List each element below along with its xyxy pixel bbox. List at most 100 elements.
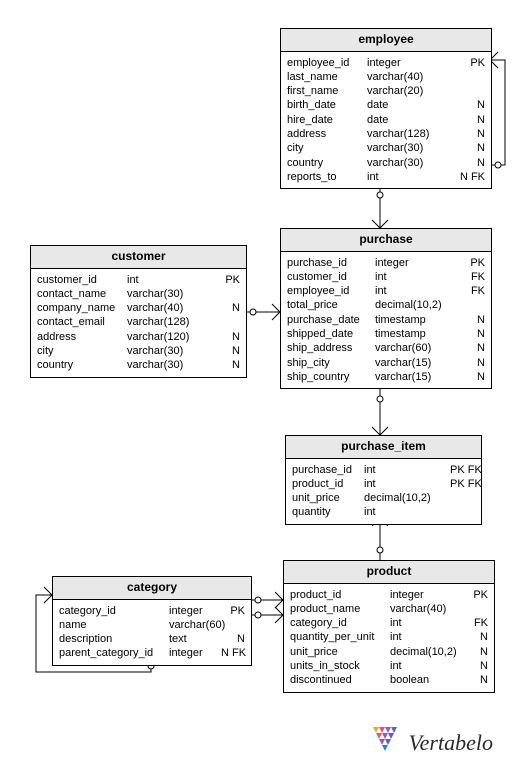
field-flags: N: [471, 356, 485, 370]
field-flags: N: [471, 127, 485, 141]
field-row: contact_emailvarchar(128): [37, 315, 240, 329]
field-type: decimal(10,2): [390, 645, 462, 659]
field-name: shipped_date: [287, 327, 375, 341]
field-flags: N: [474, 630, 488, 644]
field-type: int: [390, 616, 462, 630]
field-row: quantity_per_unitintN: [290, 630, 488, 644]
field-type: varchar(40): [127, 301, 209, 315]
field-row: shipped_datetimestampN: [287, 327, 485, 341]
field-type: integer: [169, 646, 215, 660]
field-name: discontinued: [290, 673, 390, 687]
field-type: integer: [367, 56, 445, 70]
field-row: addressvarchar(128)N: [287, 127, 485, 141]
field-name: product_id: [290, 588, 390, 602]
entity-header: product: [284, 561, 494, 584]
field-type: varchar(15): [375, 370, 453, 384]
field-type: boolean: [390, 673, 462, 687]
field-type: timestamp: [375, 327, 453, 341]
field-name: company_name: [37, 301, 127, 315]
field-type: decimal(10,2): [375, 298, 453, 312]
entity-purchase: purchasepurchase_idintegerPKcustomer_idi…: [280, 228, 492, 389]
vertabelo-logo-icon: [367, 727, 403, 759]
field-flags: N: [474, 659, 488, 673]
field-row: purchase_idintegerPK: [287, 256, 485, 270]
entity-employee: employeeemployee_idintegerPKlast_namevar…: [280, 28, 492, 189]
field-flags: PK: [464, 256, 485, 270]
field-name: hire_date: [287, 113, 367, 127]
field-row: product_idintPK FK: [292, 477, 475, 491]
field-type: integer: [169, 604, 215, 618]
field-flags: FK: [468, 616, 488, 630]
entity-customer: customercustomer_idintPKcontact_namevarc…: [30, 245, 247, 378]
field-name: first_name: [287, 84, 367, 98]
field-row: employee_idintFK: [287, 284, 485, 298]
field-row: total_pricedecimal(10,2): [287, 298, 485, 312]
field-type: integer: [375, 256, 453, 270]
field-type: int: [127, 273, 209, 287]
field-type: varchar(30): [367, 156, 445, 170]
field-flags: N: [231, 632, 245, 646]
field-flags: [239, 618, 245, 632]
field-row: contact_namevarchar(30): [37, 287, 240, 301]
field-flags: [234, 315, 240, 329]
field-name: purchase_date: [287, 313, 375, 327]
vertabelo-logo: Vertabelo: [367, 727, 493, 759]
field-type: varchar(60): [169, 618, 215, 632]
field-name: description: [59, 632, 169, 646]
entity-body: product_idintegerPKproduct_namevarchar(4…: [284, 584, 494, 692]
field-row: birth_datedateN: [287, 98, 485, 112]
field-type: integer: [390, 588, 462, 602]
field-flags: [482, 602, 488, 616]
field-type: varchar(128): [127, 315, 209, 329]
field-flags: N: [471, 156, 485, 170]
field-flags: N: [226, 330, 240, 344]
field-name: total_price: [287, 298, 375, 312]
field-row: descriptiontextN: [59, 632, 245, 646]
field-name: last_name: [287, 70, 367, 84]
field-name: city: [287, 141, 367, 155]
entity-header: category: [53, 577, 251, 600]
connector-employee-self: [490, 60, 505, 165]
field-row: discontinuedbooleanN: [290, 673, 488, 687]
entity-body: customer_idintPKcontact_namevarchar(30)c…: [31, 269, 246, 377]
entity-body: category_idintegerPKnamevarchar(60)descr…: [53, 600, 251, 665]
field-type: int: [364, 463, 444, 477]
field-row: company_namevarchar(40) N: [37, 301, 240, 315]
field-flags: [479, 84, 485, 98]
field-name: parent_category_id: [59, 646, 169, 660]
field-name: country: [287, 156, 367, 170]
field-row: unit_pricedecimal(10,2): [292, 491, 475, 505]
field-row: addressvarchar(120)N: [37, 330, 240, 344]
field-row: parent_category_idintegerN FK: [59, 646, 245, 660]
field-flags: N: [471, 370, 485, 384]
entity-header: employee: [281, 29, 491, 52]
entity-body: employee_idintegerPKlast_namevarchar(40)…: [281, 52, 491, 189]
field-flags: N: [471, 98, 485, 112]
field-name: product_name: [290, 602, 390, 616]
field-name: name: [59, 618, 169, 632]
field-name: ship_country: [287, 370, 375, 384]
field-flags: PK: [467, 588, 488, 602]
field-flags: N FK: [215, 646, 246, 660]
field-flags: N: [226, 301, 240, 315]
field-flags: N: [474, 645, 488, 659]
field-row: last_namevarchar(40): [287, 70, 485, 84]
field-type: int: [375, 270, 453, 284]
field-name: reports_to: [287, 170, 367, 184]
entity-product: productproduct_idintegerPKproduct_nameva…: [283, 560, 495, 693]
field-row: customer_idintFK: [287, 270, 485, 284]
field-type: date: [367, 113, 445, 127]
field-row: ship_addressvarchar(60)N: [287, 341, 485, 355]
entity-header: customer: [31, 246, 246, 269]
field-name: quantity: [292, 505, 364, 519]
field-name: purchase_id: [292, 463, 364, 477]
field-name: city: [37, 344, 127, 358]
field-flags: [469, 505, 475, 519]
field-flags: PK FK: [444, 463, 482, 477]
field-type: int: [375, 284, 453, 298]
field-name: customer_id: [287, 270, 375, 284]
field-row: countryvarchar(30)N: [37, 358, 240, 372]
field-flags: PK: [224, 604, 245, 618]
field-name: product_id: [292, 477, 364, 491]
field-type: decimal(10,2): [364, 491, 444, 505]
